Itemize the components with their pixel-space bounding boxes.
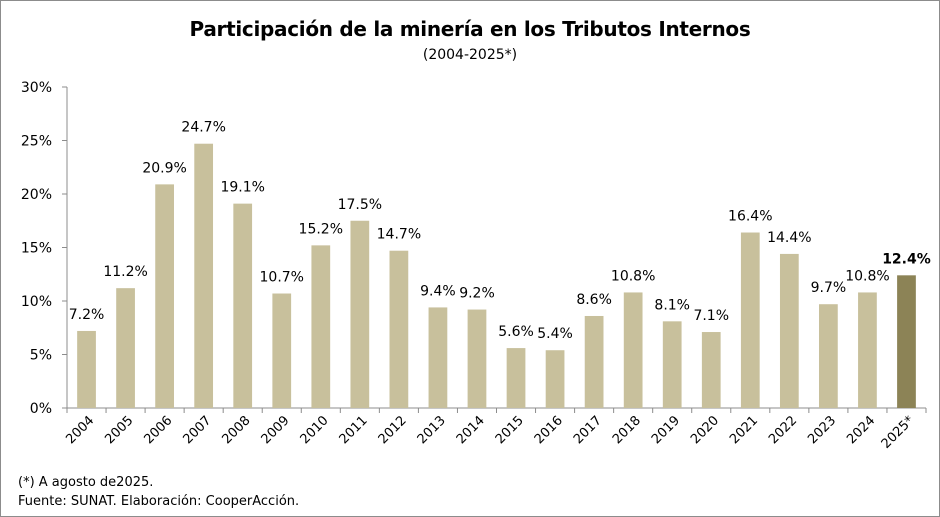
x-tick-label: 2015 bbox=[493, 413, 527, 447]
x-tick-label: 2014 bbox=[454, 413, 488, 447]
data-label: 5.4% bbox=[537, 326, 573, 342]
data-label: 20.9% bbox=[142, 160, 186, 176]
bar bbox=[350, 220, 370, 408]
x-tick-label: 2018 bbox=[610, 413, 644, 447]
data-label: 8.6% bbox=[576, 292, 612, 308]
bar bbox=[779, 253, 799, 408]
bar bbox=[116, 288, 135, 408]
bar bbox=[155, 184, 174, 408]
x-tick-label: 2021 bbox=[727, 413, 761, 447]
x-tick-label: 2012 bbox=[376, 413, 410, 447]
bar bbox=[77, 330, 96, 408]
x-tick-label: 2017 bbox=[571, 413, 605, 447]
bar bbox=[467, 309, 487, 408]
chart-subtitle: (2004-2025*) bbox=[422, 47, 518, 63]
data-label: 9.2% bbox=[459, 286, 495, 302]
x-tick-label: 2023 bbox=[805, 413, 839, 447]
bar bbox=[584, 315, 604, 408]
data-label: 9.7% bbox=[811, 280, 847, 296]
data-label: 7.2% bbox=[69, 307, 105, 323]
bar bbox=[897, 275, 916, 408]
y-tick-label: 5% bbox=[30, 348, 52, 364]
x-tick-label: 2010 bbox=[298, 413, 332, 447]
x-tick-label: 2016 bbox=[532, 413, 566, 447]
bar bbox=[233, 203, 253, 408]
x-tick-label: 2024 bbox=[844, 413, 878, 447]
x-tick-label: 2009 bbox=[259, 413, 293, 447]
bar bbox=[506, 348, 526, 408]
data-label: 19.1% bbox=[220, 180, 264, 196]
footnote: (*) A agosto de2025. bbox=[18, 475, 154, 490]
bar bbox=[272, 293, 292, 408]
data-label: 5.6% bbox=[498, 324, 534, 340]
data-label: 14.7% bbox=[377, 227, 421, 243]
bar bbox=[311, 245, 331, 408]
bar bbox=[623, 292, 643, 408]
bar-chart: 0% 5% 10% 15% 20% 25% 30% 7.2% 2004 11.2% 2005 20.9… bbox=[21, 80, 931, 452]
data-label: 11.2% bbox=[103, 264, 147, 280]
x-tick-label: 2019 bbox=[649, 413, 683, 447]
data-label: 8.1% bbox=[654, 297, 690, 313]
data-label: 10.8% bbox=[845, 268, 889, 284]
data-label: 12.4% bbox=[882, 251, 931, 267]
bar bbox=[194, 143, 214, 408]
data-label: 24.7% bbox=[181, 120, 225, 136]
data-label: 16.4% bbox=[728, 209, 772, 225]
bar bbox=[662, 321, 682, 408]
data-label: 15.2% bbox=[299, 221, 343, 237]
y-tick-label: 15% bbox=[21, 241, 52, 257]
data-label: 14.4% bbox=[767, 230, 811, 246]
x-tick-label: 2006 bbox=[141, 413, 175, 447]
bar bbox=[858, 292, 877, 408]
y-tick-label: 10% bbox=[21, 294, 52, 310]
data-label: 17.5% bbox=[338, 197, 382, 213]
x-tick-label: 2011 bbox=[337, 413, 371, 447]
y-tick-label: 30% bbox=[21, 80, 52, 96]
bar bbox=[701, 332, 721, 408]
x-tick-label: 2008 bbox=[220, 413, 254, 447]
x-tick-label: 2025* bbox=[879, 413, 918, 452]
data-label: 7.1% bbox=[693, 308, 729, 324]
bar bbox=[545, 350, 565, 408]
data-label: 10.8% bbox=[611, 268, 655, 284]
y-tick-label: 25% bbox=[21, 134, 52, 150]
bar bbox=[428, 307, 448, 408]
y-tick-label: 0% bbox=[30, 401, 52, 417]
x-tick-label: 2005 bbox=[102, 413, 136, 447]
bar bbox=[740, 232, 760, 408]
x-tick-label: 2007 bbox=[180, 413, 214, 447]
data-label: 9.4% bbox=[420, 283, 456, 299]
x-tick-label: 2013 bbox=[415, 413, 449, 447]
bar bbox=[389, 250, 409, 408]
chart-title: Participación de la minería en los Tribu… bbox=[189, 17, 751, 41]
y-tick-label: 20% bbox=[21, 187, 52, 203]
x-tick-label: 2020 bbox=[688, 413, 722, 447]
data-label: 10.7% bbox=[260, 270, 304, 286]
x-tick-label: 2004 bbox=[63, 413, 97, 447]
source-note: Fuente: SUNAT. Elaboración: CooperAcción… bbox=[18, 494, 300, 509]
bar bbox=[819, 304, 838, 408]
x-tick-label: 2022 bbox=[766, 413, 800, 447]
